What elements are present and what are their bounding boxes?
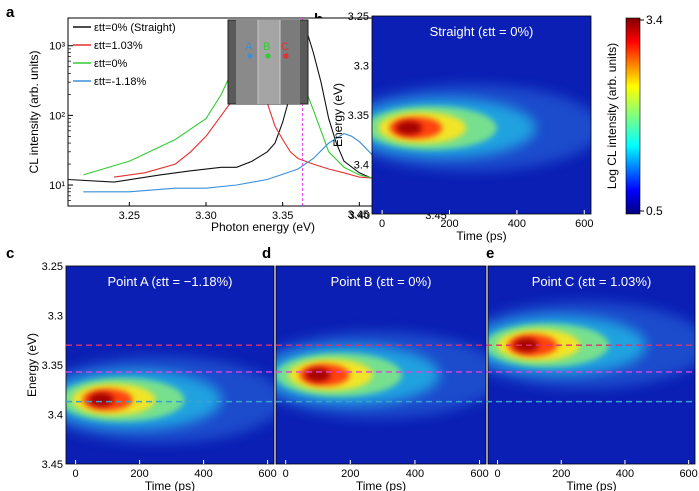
inset-label-b: B (263, 41, 270, 53)
heatmap-point-a: Point A (εtt = −1.18%) 0 200 400 600 Time (ps… (25, 261, 277, 491)
inset-sem-image: A B C (227, 19, 309, 105)
spectra-ytick-0: 10¹ (49, 180, 65, 192)
heatmap-b-xlabel: Time (ps) (456, 229, 506, 243)
heatmap-b-xtick-1: 200 (440, 218, 458, 230)
heatmap-e-xtick-0: 0 (494, 468, 500, 480)
panel-label-a: a (6, 4, 15, 21)
inset-label-a: A (245, 41, 253, 53)
colorbar: 3.4 0.5 Log CL intensity (arb. units) (605, 13, 663, 218)
heatmap-b-ytick-4: 3.45 (348, 209, 369, 221)
legend-label-2: εtt=0% (94, 58, 128, 70)
heatmap-d-xtick-1: 200 (341, 468, 359, 480)
panel-label-c: c (6, 245, 14, 262)
heatmap-point-c: Point C (εtt = 1.03%) 0 200 400 600 Time (ps) (487, 265, 698, 491)
colorbar-label: Log CL intensity (arb. units) (605, 43, 619, 189)
heatmap-c-ytick-3: 3.4 (48, 410, 63, 422)
heatmap-c-xtick-2: 400 (194, 468, 212, 480)
heatmap-c-ytick-0: 3.25 (42, 261, 63, 273)
heatmap-straight: Straight (εtt = 0%) 0 200 400 600 Time (ps) 3.… (331, 11, 593, 243)
heatmap-b-ytick-3: 3.4 (354, 160, 369, 172)
heatmap-title-d: Point B (εtt = 0%) (331, 274, 432, 289)
colorbar-tick-min: 0.5 (646, 204, 663, 218)
heatmap-b-ytick-1: 3.3 (354, 61, 369, 73)
heatmap-title-b: Straight (εtt = 0%) (430, 24, 534, 39)
spectra-legend: εtt=0% (Straight) εtt=1.03% εtt=0% εtt=-1.1… (73, 22, 176, 88)
heatmap-c-xtick-0: 0 (73, 468, 79, 480)
spectra-xtick-3: 3.40 (349, 210, 370, 222)
spectra-xtick-1: 3.30 (195, 210, 216, 222)
heatmap-title-c: Point A (εtt = −1.18%) (107, 274, 232, 289)
legend-label-1: εtt=1.03% (94, 40, 143, 52)
heatmap-title-e: Point C (εtt = 1.03%) (532, 274, 652, 289)
heatmap-b-ytick-0: 3.25 (348, 11, 369, 23)
panel-label-d: d (262, 245, 271, 262)
heatmap-c-xlabel: Time (ps) (145, 479, 195, 491)
inset-label-c: C (281, 41, 289, 53)
inset-point-b (265, 53, 271, 59)
spectra-ytick-1: 10² (49, 110, 65, 122)
heatmap-b-ylabel: Energy (eV) (331, 83, 345, 147)
colorbar-tick-max: 3.4 (646, 13, 663, 27)
heatmap-d-xtick-0: 0 (283, 468, 289, 480)
heatmap-c-ylabel: Energy (eV) (25, 333, 39, 397)
heatmap-d-xtick-2: 400 (406, 468, 424, 480)
heatmap-c-xtick-1: 200 (130, 468, 148, 480)
panel-label-e: e (486, 245, 494, 262)
spectra-ytick-2: 10³ (49, 41, 65, 53)
heatmap-b-xtick-3: 600 (575, 218, 593, 230)
energy-guide-lines (66, 344, 695, 403)
heatmap-e-xtick-2: 400 (616, 468, 634, 480)
colorbar-gradient (625, 17, 641, 215)
heatmap-c-ytick-1: 3.3 (48, 311, 63, 323)
heatmap-point-b: Point B (εtt = 0%) 0 200 400 600 Time (ps) (275, 265, 489, 491)
heatmap-b-ytick-2: 3.35 (348, 110, 369, 122)
heatmap-c-xtick-3: 600 (258, 468, 276, 480)
heatmap-d-xlabel: Time (ps) (356, 479, 406, 491)
heatmap-d-xtick-3: 600 (470, 468, 488, 480)
spectra-xtick-2: 3.35 (272, 210, 293, 222)
spectra-xlabel: Photon energy (eV) (211, 220, 315, 234)
heatmap-b-xtick-2: 400 (508, 218, 526, 230)
heatmap-c-ytick-4: 3.45 (42, 459, 63, 471)
legend-label-3: εtt=-1.18% (94, 76, 147, 88)
legend-label-0: εtt=0% (Straight) (94, 22, 176, 34)
inset-point-a (247, 53, 253, 59)
heatmap-e-xtick-3: 600 (679, 468, 697, 480)
inset-point-c (283, 53, 289, 59)
heatmap-e-xtick-1: 200 (552, 468, 570, 480)
heatmap-c-ytick-2: 3.35 (42, 360, 63, 372)
heatmap-e-xlabel: Time (ps) (566, 479, 616, 491)
heatmap-b-xtick-0: 0 (379, 218, 385, 230)
spectra-xtick-0: 3.25 (119, 210, 140, 222)
spectra-ylabel: CL intensity (arb. units) (27, 51, 41, 174)
